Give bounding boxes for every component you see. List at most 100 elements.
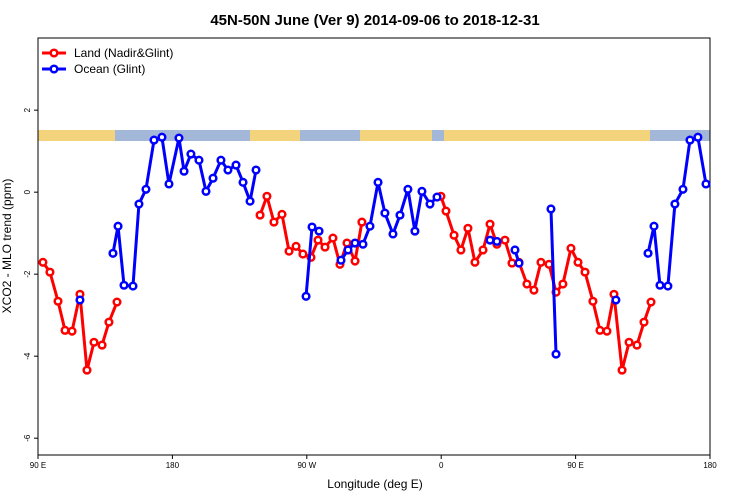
x-tick-label: 0 (439, 461, 444, 470)
data-point (350, 256, 360, 266)
data-point (558, 279, 568, 289)
data-point (320, 242, 330, 252)
data-point (617, 365, 627, 375)
data-point (588, 296, 598, 306)
data-point (342, 238, 352, 248)
data-point (510, 245, 520, 255)
data-point (231, 160, 241, 170)
data-point (53, 296, 63, 306)
data-point (693, 132, 703, 142)
chart-title: 45N-50N June (Ver 9) 2014-09-06 to 2018-… (210, 12, 539, 29)
data-point (97, 340, 107, 350)
data-point (456, 245, 466, 255)
data-point (551, 349, 561, 359)
data-point (164, 179, 174, 189)
data-point (646, 297, 656, 307)
data-point (425, 199, 435, 209)
data-point (45, 267, 55, 277)
data-point (201, 186, 211, 196)
data-point (38, 257, 48, 267)
legend-marker (49, 64, 59, 74)
x-axis-label: Longitude (deg E) (327, 477, 422, 491)
data-point (75, 295, 85, 305)
y-tick-label: 0 (23, 189, 32, 194)
x-tick-label: 90 W (297, 461, 316, 470)
data-point (432, 192, 442, 202)
data-point (580, 267, 590, 277)
data-point (663, 281, 673, 291)
data-point (643, 248, 653, 258)
data-point (291, 241, 301, 251)
data-point (566, 243, 576, 253)
data-point (655, 280, 665, 290)
data-point (358, 239, 368, 249)
data-point (157, 132, 167, 142)
data-point (478, 245, 488, 255)
data-point (245, 196, 255, 206)
data-point (388, 229, 398, 239)
x-tick-label: 90 E (30, 461, 46, 470)
data-point (639, 317, 649, 327)
data-point (529, 285, 539, 295)
land-band (38, 130, 710, 141)
data-point (284, 246, 294, 256)
data-point (149, 135, 159, 145)
data-point (573, 257, 583, 267)
data-point (522, 279, 532, 289)
data-point (670, 199, 680, 209)
data-point (174, 133, 184, 143)
data-point (194, 155, 204, 165)
data-point (277, 209, 287, 219)
ocean-band (432, 130, 444, 141)
data-point (546, 204, 556, 214)
data-point (307, 222, 317, 232)
data-point (410, 226, 420, 236)
data-point (507, 258, 517, 268)
data-point (536, 257, 546, 267)
x-tick-label: 180 (703, 461, 717, 470)
data-point (441, 206, 451, 216)
data-point (67, 326, 77, 336)
data-point (255, 210, 265, 220)
legend-marker (49, 48, 59, 58)
data-point (262, 191, 272, 201)
land-ocean-band (38, 130, 710, 141)
data-point (357, 217, 367, 227)
x-tick-label: 180 (166, 461, 180, 470)
data-point (134, 199, 144, 209)
y-axis-label: XCO2 - MLO trend (ppm) (0, 179, 14, 314)
data-point (649, 221, 659, 231)
data-point (595, 325, 605, 335)
data-point (208, 173, 218, 183)
data-point (611, 295, 621, 305)
data-point (328, 233, 338, 243)
data-point (119, 280, 129, 290)
data-point (685, 135, 695, 145)
data-point (301, 291, 311, 301)
data-point (269, 217, 279, 227)
data-point (313, 235, 323, 245)
data-point (403, 184, 413, 194)
y-tick-label: -6 (23, 434, 32, 442)
data-point (449, 230, 459, 240)
data-point (380, 208, 390, 218)
ocean-band (300, 130, 360, 141)
data-point (104, 317, 114, 327)
data-point (701, 179, 711, 189)
data-point (678, 184, 688, 194)
y-tick-label: -4 (23, 352, 32, 360)
data-point (223, 165, 233, 175)
data-point (514, 258, 524, 268)
data-point (108, 248, 118, 258)
data-point (251, 165, 261, 175)
data-point (113, 221, 123, 231)
data-point (485, 235, 495, 245)
data-point (60, 325, 70, 335)
data-point (500, 235, 510, 245)
data-point (141, 184, 151, 194)
y-tick-label: 2 (23, 107, 32, 112)
plot-frame (37, 37, 711, 456)
data-point (336, 255, 346, 265)
data-point (350, 238, 360, 248)
